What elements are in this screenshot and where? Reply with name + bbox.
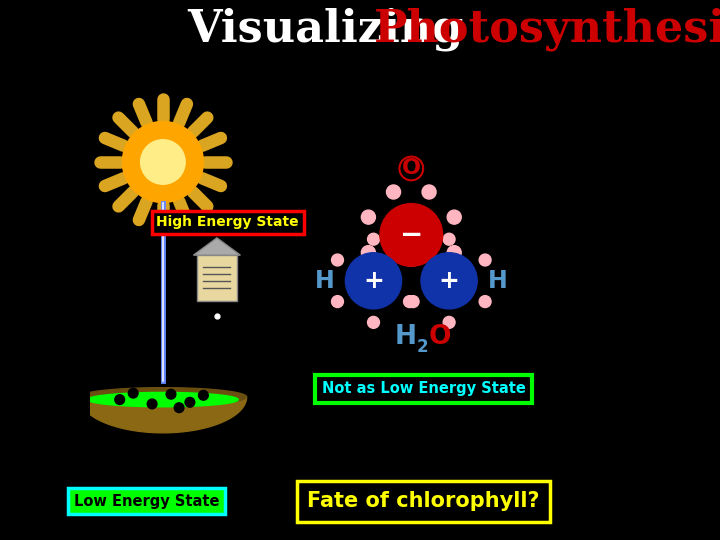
FancyBboxPatch shape — [197, 255, 237, 301]
Text: Photosynthesis: Photosynthesis — [374, 8, 720, 51]
Circle shape — [166, 389, 176, 399]
Circle shape — [480, 254, 491, 266]
Circle shape — [368, 233, 379, 245]
Circle shape — [407, 254, 419, 266]
Circle shape — [331, 296, 343, 308]
Circle shape — [140, 140, 185, 184]
Circle shape — [447, 246, 462, 260]
Circle shape — [422, 185, 436, 199]
Circle shape — [447, 210, 462, 224]
Polygon shape — [79, 397, 246, 433]
Circle shape — [380, 204, 443, 266]
Text: +: + — [438, 269, 459, 293]
Text: Not as Low Energy State: Not as Low Energy State — [322, 381, 526, 396]
Polygon shape — [194, 238, 240, 255]
Text: Fate of chlorophyll?: Fate of chlorophyll? — [307, 491, 540, 511]
Circle shape — [422, 271, 436, 285]
Text: H: H — [488, 269, 508, 293]
Circle shape — [148, 399, 157, 409]
Circle shape — [174, 403, 184, 413]
Circle shape — [387, 185, 400, 199]
Circle shape — [128, 388, 138, 398]
Circle shape — [480, 296, 491, 308]
Circle shape — [404, 296, 415, 308]
Circle shape — [421, 253, 477, 309]
Circle shape — [444, 316, 455, 328]
Text: H: H — [395, 325, 417, 350]
Circle shape — [361, 246, 375, 260]
Text: −: − — [400, 221, 423, 249]
Circle shape — [407, 296, 419, 308]
Text: High Energy State: High Energy State — [156, 215, 299, 230]
Text: O: O — [402, 158, 420, 179]
Circle shape — [115, 395, 125, 404]
Text: Low Energy State: Low Energy State — [74, 494, 220, 509]
Circle shape — [387, 271, 400, 285]
Circle shape — [444, 233, 455, 245]
Circle shape — [122, 122, 204, 202]
Polygon shape — [88, 393, 238, 407]
Circle shape — [368, 316, 379, 328]
Circle shape — [361, 210, 375, 224]
Circle shape — [404, 254, 415, 266]
Text: Visualizing: Visualizing — [187, 8, 479, 51]
Circle shape — [331, 254, 343, 266]
Circle shape — [199, 390, 208, 400]
Text: 2: 2 — [417, 338, 428, 356]
Circle shape — [346, 253, 402, 309]
Text: +: + — [363, 269, 384, 293]
Text: O: O — [428, 325, 451, 350]
Circle shape — [185, 397, 194, 407]
Polygon shape — [79, 388, 246, 406]
Text: H: H — [315, 269, 335, 293]
